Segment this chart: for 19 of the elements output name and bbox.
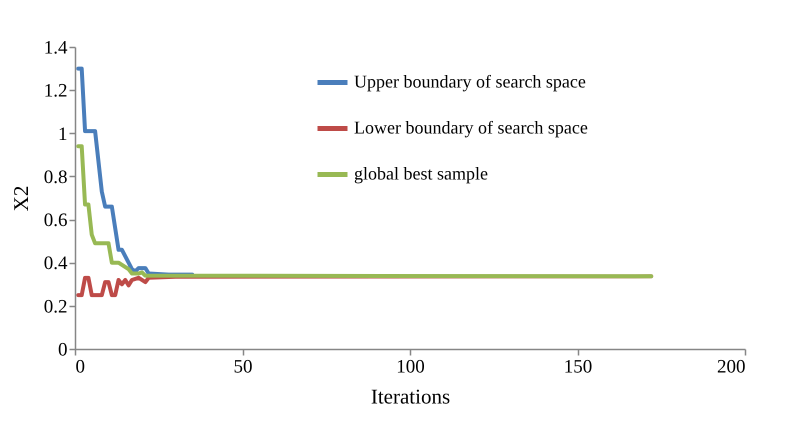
y-tick-label: 1.4 bbox=[44, 38, 68, 58]
x-tick-label: 100 bbox=[396, 356, 425, 378]
legend-label: global best sample bbox=[354, 164, 488, 184]
legend-label: Lower boundary of search space bbox=[354, 118, 588, 138]
x-tick-label: 0 bbox=[76, 356, 85, 378]
y-axis-title: X2 bbox=[8, 186, 33, 212]
y-tick-label: 1 bbox=[58, 124, 68, 145]
x-tick-label: 50 bbox=[234, 356, 252, 378]
x-axis-title: Iterations bbox=[370, 384, 450, 408]
y-tick-label: 0.4 bbox=[44, 253, 68, 274]
y-tick-label: 0.8 bbox=[44, 166, 68, 188]
x-tick-label: 150 bbox=[564, 356, 592, 378]
x-tick-label: 200 bbox=[717, 356, 746, 378]
legend-label: Upper boundary of search space bbox=[354, 72, 586, 92]
y-tick-label: 0.6 bbox=[44, 210, 68, 232]
line-series bbox=[76, 144, 654, 278]
y-tick-label: 1.2 bbox=[44, 80, 68, 102]
y-tick-label: 0.2 bbox=[44, 296, 68, 318]
y-tick-label: 0 bbox=[58, 340, 68, 360]
